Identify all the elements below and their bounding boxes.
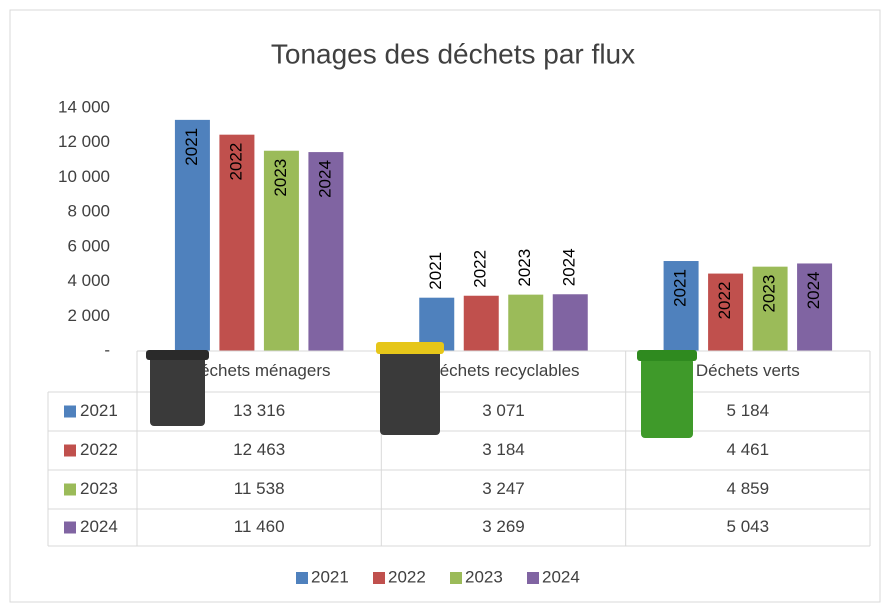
y-tick-label: - [104,340,110,359]
table-value: 12 463 [233,440,285,459]
bin-green [641,358,693,438]
y-tick-label: 14 000 [58,97,110,116]
bar-label: 2021 [426,252,445,290]
bar-label: 2022 [471,250,490,288]
y-tick-label: 4 000 [67,271,110,290]
chart: Tonages des déchets par flux - 2 000 4 000… [0,0,890,612]
legend-key [373,572,385,584]
y-tick-label: 12 000 [58,132,110,151]
bar-label: 2023 [760,275,779,313]
table-value: 5 184 [727,401,770,420]
table-legend-key [64,484,76,496]
table-value: 3 184 [482,440,525,459]
legend-key [296,572,308,584]
legend-label: 2022 [388,567,426,586]
bar-label: 2023 [515,249,534,287]
x-tick-label: Déchets verts [696,361,800,380]
bin-lid [146,350,209,360]
table-value: 3 269 [482,517,525,536]
bar-label: 2022 [715,282,734,320]
bar-label: 2021 [182,128,201,166]
y-tick-label: 8 000 [67,202,110,221]
bin-grey [150,356,205,426]
bar-label: 2023 [271,159,290,197]
table-legend-key [64,522,76,534]
table-value: 5 043 [727,517,770,536]
bin-lid [637,350,697,361]
bin-lid [376,342,444,354]
bar-label: 2024 [560,248,579,286]
table-row-label: 2024 [80,517,118,536]
chart-title: Tonages des déchets par flux [271,38,635,69]
table-row-label: 2022 [80,440,118,459]
table-value: 4 461 [727,440,770,459]
table-value: 13 316 [233,401,285,420]
bar-label: 2022 [226,143,245,181]
bar-label: 2024 [315,160,334,198]
legend-key [450,572,462,584]
table-value: 11 460 [234,517,285,536]
bar [553,294,588,351]
bar-label: 2021 [671,269,690,307]
y-tick-label: 6 000 [67,236,110,255]
legend-label: 2023 [465,567,503,586]
table-row-label: 2021 [80,401,118,420]
y-tick-label: 10 000 [58,167,110,186]
table-value: 3 247 [482,479,525,498]
legend-key [527,572,539,584]
bar [508,295,543,351]
y-tick-label: 2 000 [67,306,110,325]
x-tick-label: Déchets recyclables [427,361,579,380]
table-legend-key [64,445,76,457]
bar-label: 2024 [804,271,823,309]
table-value: 11 538 [234,479,285,498]
bin-yellow [380,350,440,435]
bar [464,296,499,351]
legend-label: 2021 [311,567,349,586]
legend-label: 2024 [542,567,580,586]
x-tick-label: Déchets ménagers [188,361,331,380]
table-value: 3 071 [482,401,525,420]
table-legend-key [64,406,76,418]
table-row-label: 2023 [80,479,118,498]
table-value: 4 859 [727,479,770,498]
